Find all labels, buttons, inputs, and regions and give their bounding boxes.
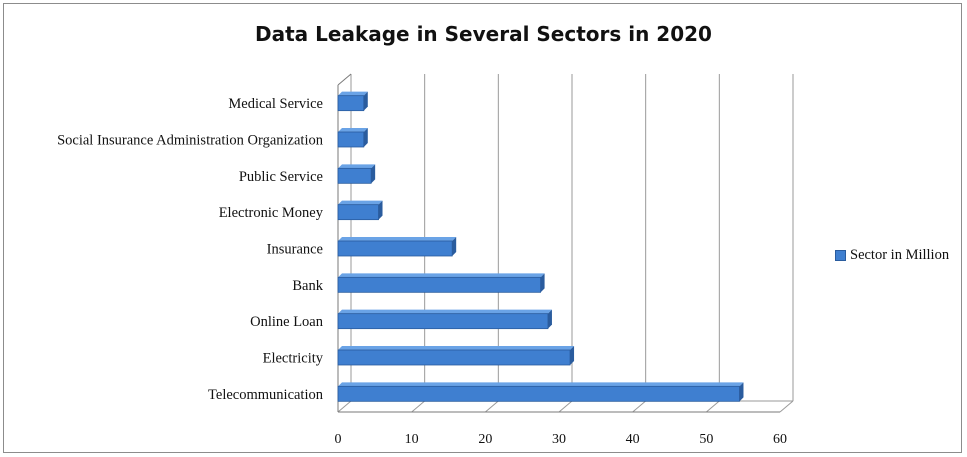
bar <box>337 385 740 402</box>
floor-tick <box>706 400 720 413</box>
bar <box>337 276 541 293</box>
category-labels: Medical Service Social Insurance Administ… <box>57 96 324 403</box>
bar-top-face <box>338 273 545 278</box>
category-label: Online Loan <box>250 314 324 330</box>
bar-end-face <box>363 91 368 111</box>
bar-end-face <box>570 346 575 365</box>
floor-tick <box>779 400 794 413</box>
category-label: Electricity <box>263 351 324 367</box>
bar-top-face <box>338 382 744 387</box>
bar-end-face <box>371 164 376 184</box>
category-label: Public Service <box>239 169 323 185</box>
category-label: Insurance <box>267 242 323 258</box>
floor-tick <box>558 400 573 413</box>
x-tick-label: 30 <box>552 432 566 447</box>
bar-top-face <box>338 346 575 350</box>
category-label: Social Insurance Administration Organiza… <box>57 133 324 149</box>
bar <box>337 95 365 112</box>
bar-top-face <box>338 200 383 205</box>
category-label: Bank <box>292 278 323 294</box>
legend: Sector in Million <box>835 247 949 264</box>
bar-top-face <box>338 164 376 169</box>
x-tick-label: 0 <box>335 432 342 447</box>
category-label: Medical Service <box>228 96 323 112</box>
bar <box>337 349 571 366</box>
legend-label: Sector in Million <box>850 247 950 263</box>
x-tick-label: 50 <box>699 432 713 447</box>
bar-top-face <box>338 309 552 314</box>
floor-tick <box>411 400 425 413</box>
category-label: Electronic Money <box>219 205 324 221</box>
category-label: Telecommunication <box>208 387 324 403</box>
bar-end-face <box>378 200 383 220</box>
legend-swatch <box>835 250 846 261</box>
wall-edge <box>337 73 352 86</box>
bar <box>337 167 372 184</box>
x-tick-label: 40 <box>626 432 640 447</box>
x-tick-label: 10 <box>405 432 419 447</box>
floor-tick <box>632 400 646 413</box>
bar <box>337 204 379 221</box>
bar-top-face <box>338 128 368 132</box>
bar-end-face <box>547 309 552 329</box>
bar-top-face <box>338 237 457 241</box>
x-tick-label: 20 <box>478 432 492 447</box>
chart-frame <box>3 3 962 453</box>
bar <box>337 131 365 148</box>
bar-end-face <box>739 382 744 402</box>
chart-title: Data Leakage in Several Sectors in 2020 <box>255 22 712 46</box>
floor-tick <box>485 400 499 413</box>
floor-tick <box>337 400 352 413</box>
x-tick-label: 60 <box>773 432 787 447</box>
bar-top-face <box>338 91 368 96</box>
bar-end-face <box>452 237 457 256</box>
bar <box>337 313 549 330</box>
bar <box>337 240 453 257</box>
bar-end-face <box>363 128 368 147</box>
bar-end-face <box>540 273 545 293</box>
x-tick-labels: 0 10 20 30 40 50 60 <box>335 432 788 447</box>
bars <box>337 91 744 402</box>
